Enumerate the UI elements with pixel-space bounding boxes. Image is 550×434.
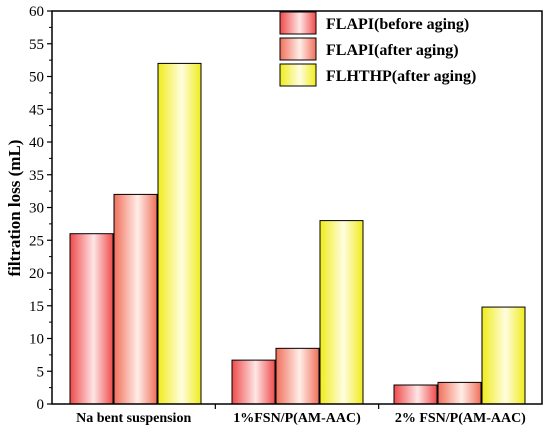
y-tick-label: 55 <box>29 37 44 53</box>
bar-flhthp-after-aging--0 <box>157 62 202 405</box>
bar-flapi-after-aging--1 <box>275 347 320 405</box>
x-category-label: 2% FSN/P(AM-AAC) <box>395 411 526 426</box>
y-tick-label: 25 <box>29 233 44 249</box>
bar-flapi-before-aging--2 <box>393 384 438 405</box>
y-tick-label: 45 <box>29 102 44 118</box>
legend: FLAPI(before aging) FLAPI(after aging) FLH… <box>279 11 476 87</box>
x-category-label: Na bent suspension <box>76 411 191 426</box>
x-category-label: 1%FSN/P(AM-AAC) <box>233 411 361 426</box>
bars <box>69 62 526 405</box>
y-axis-title: filtration loss (mL) <box>5 140 24 277</box>
legend-label: FLAPI(after aging) <box>326 42 459 59</box>
y-tick-label: 35 <box>29 168 44 184</box>
legend-label: FLAPI(before aging) <box>326 16 469 33</box>
bar-flapi-after-aging--0 <box>113 193 158 405</box>
y-tick-label: 5 <box>37 364 45 380</box>
y-axis: 0 5 10 15 20 25 30 35 40 45 50 55 60 <box>29 4 52 413</box>
y-tick-label: 20 <box>29 266 44 282</box>
y-tick-label: 15 <box>29 299 44 315</box>
bar-flapi-after-aging--2 <box>437 381 482 405</box>
plot-frame <box>51 10 543 405</box>
legend-swatch <box>279 63 317 87</box>
bar-flhthp-after-aging--1 <box>319 220 364 405</box>
y-tick-label: 50 <box>29 70 44 86</box>
y-tick-label: 10 <box>29 332 44 348</box>
bar-flapi-before-aging--1 <box>231 359 276 405</box>
legend-label: FLHTHP(after aging) <box>326 68 476 85</box>
bar-flhthp-after-aging--2 <box>481 306 526 405</box>
y-tick-label: 60 <box>29 4 44 20</box>
y-tick-label: 0 <box>37 397 45 413</box>
x-axis: Na bent suspension 1%FSN/P(AM-AAC) 2% FSN/… <box>76 404 526 426</box>
y-tick-label: 30 <box>29 201 44 217</box>
y-tick-label: 40 <box>29 135 44 151</box>
legend-swatch <box>279 37 317 61</box>
legend-swatch <box>279 11 317 35</box>
bar-flapi-before-aging--0 <box>69 233 114 405</box>
